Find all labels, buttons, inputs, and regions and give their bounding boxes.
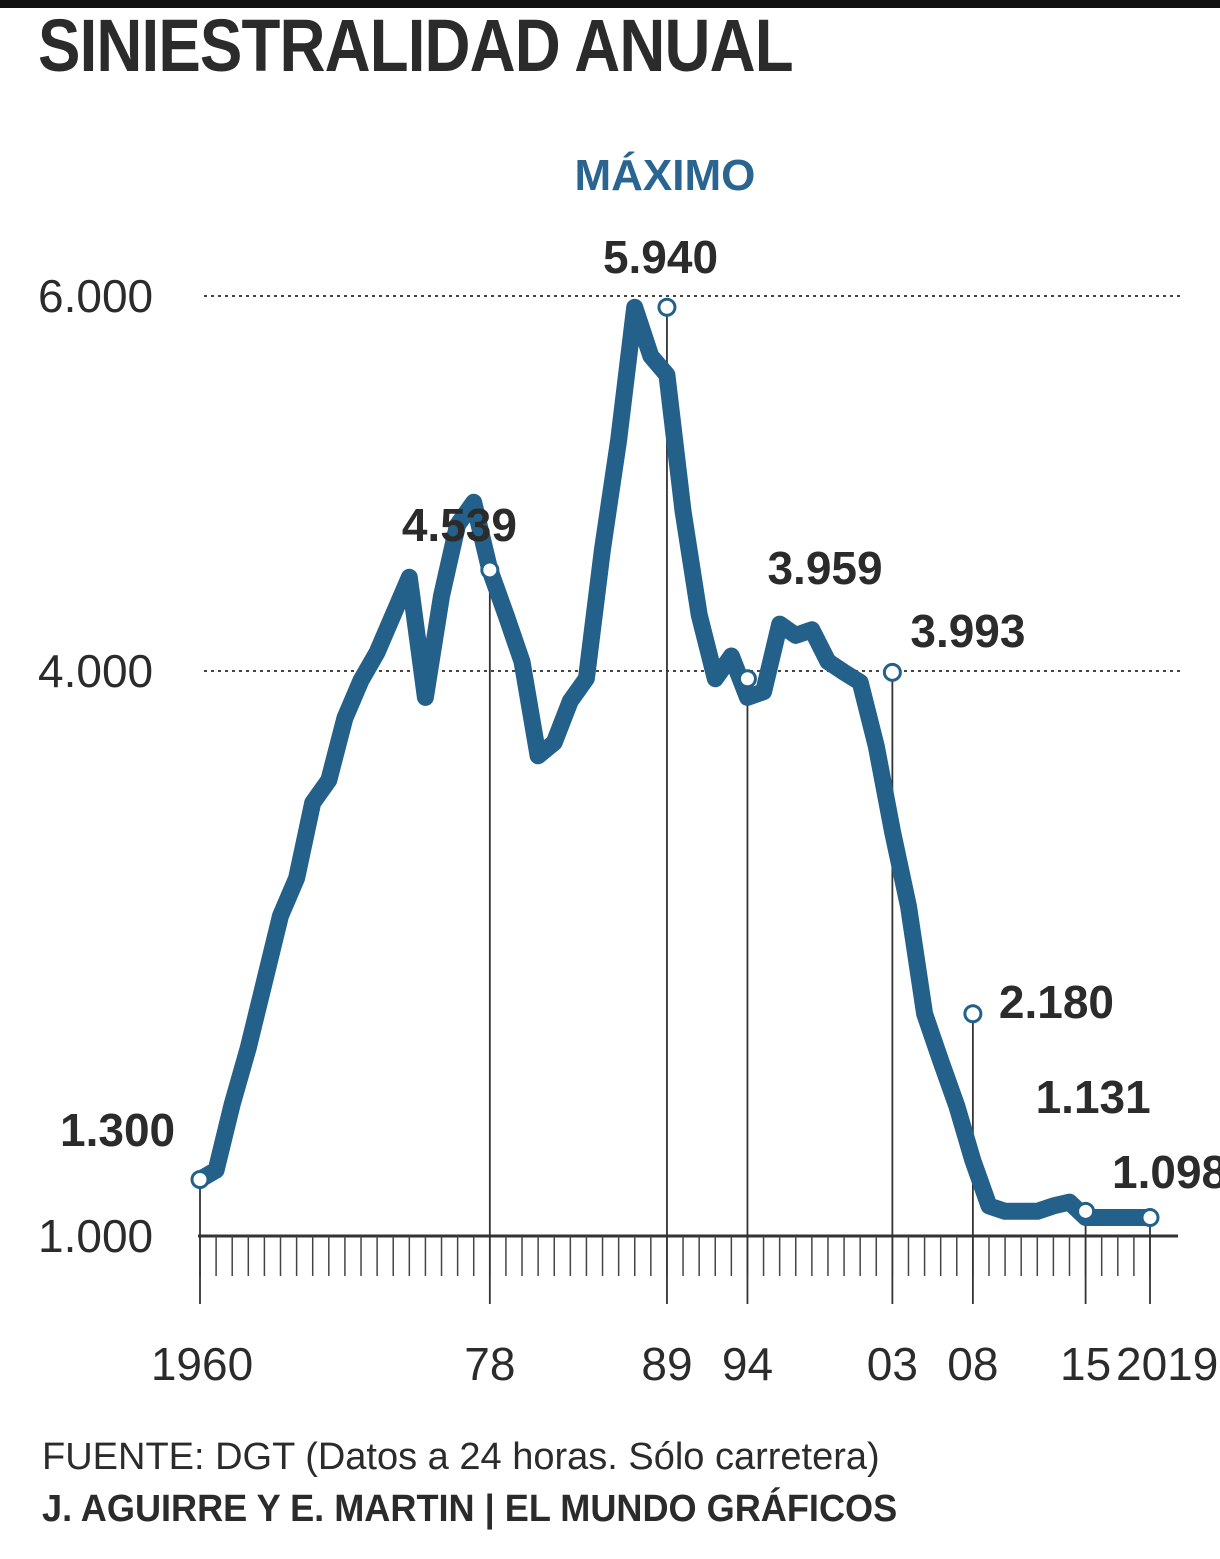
y-tick-label: 4.000 <box>38 645 153 697</box>
line-chart: 6.000 4.000 1.000 1960 78 89 94 03 08 15 2019 1.300… <box>38 150 1220 1390</box>
x-tick-label: 1960 <box>151 1338 253 1390</box>
source-note: FUENTE: DGT (Datos a 24 horas. Sólo carr… <box>42 1436 880 1478</box>
data-point-1989 <box>657 297 677 317</box>
data-point-1994 <box>737 669 757 689</box>
x-tick-label: 78 <box>464 1338 515 1390</box>
chart-title: SINIESTRALIDAD ANUAL <box>38 4 794 87</box>
y-tick-label: 1.000 <box>38 1210 153 1262</box>
x-tick-label: 03 <box>867 1338 918 1390</box>
data-point-2003 <box>882 662 902 682</box>
data-point-2015 <box>1076 1201 1096 1221</box>
data-point-1978 <box>480 560 500 580</box>
data-label-2019: 1.098 <box>1112 1146 1220 1198</box>
x-tick-label: 94 <box>722 1338 773 1390</box>
data-label-1960: 1.300 <box>60 1104 175 1156</box>
series-line <box>191 298 1159 1226</box>
y-tick-label: 6.000 <box>38 270 153 322</box>
data-label-1989: 5.940 <box>603 231 718 283</box>
data-point-2019 <box>1140 1208 1160 1228</box>
x-tick-label: 89 <box>641 1338 692 1390</box>
data-label-2015: 1.131 <box>1036 1071 1151 1123</box>
x-tick-label: 15 <box>1060 1338 1111 1390</box>
data-label-2003: 3.993 <box>910 605 1025 657</box>
data-label-1994: 3.959 <box>767 542 882 594</box>
data-label-1978: 4.539 <box>402 499 517 551</box>
credit-line: J. AGUIRRE Y E. MARTIN | EL MUNDO GRÁFIC… <box>42 1488 898 1530</box>
max-annotation: MÁXIMO <box>575 150 756 200</box>
data-label-2008: 2.180 <box>999 976 1114 1028</box>
x-tick-label: 2019 <box>1116 1338 1218 1390</box>
data-point-1960 <box>190 1170 210 1189</box>
data-point-2008 <box>963 1004 983 1024</box>
top-bar <box>0 0 1220 8</box>
x-tick-label: 08 <box>947 1338 998 1390</box>
